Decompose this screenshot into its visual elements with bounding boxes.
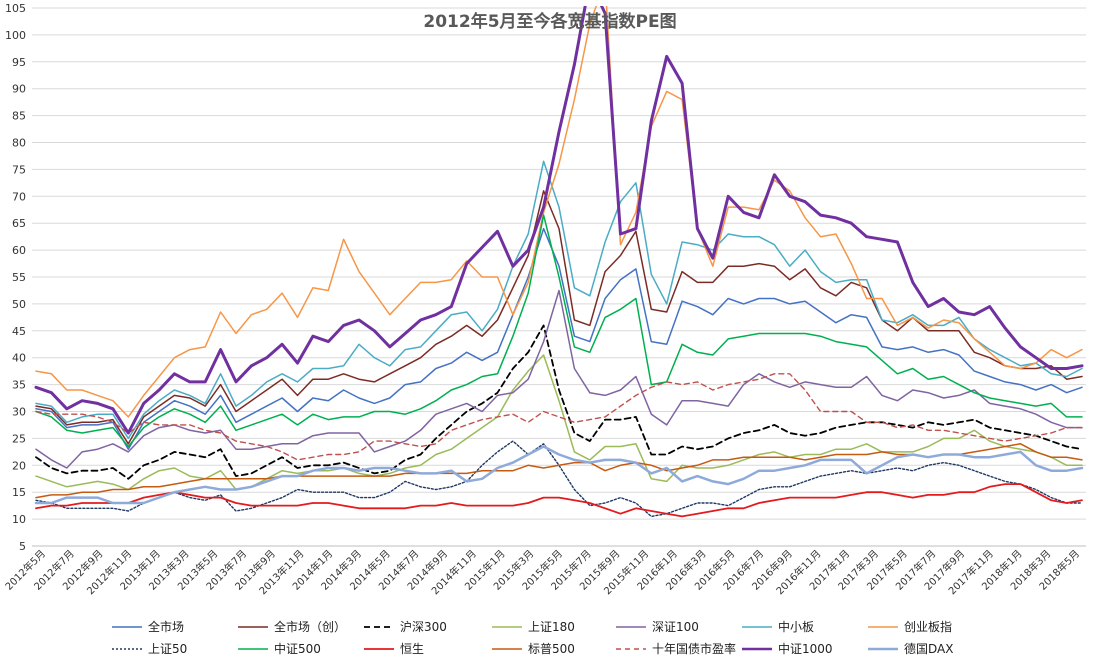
series-line-5 (35, 160, 1083, 440)
legend-label-5: 中小板 (778, 619, 814, 634)
legend-label-1: 全市场（创） (274, 619, 346, 634)
legend-label-12: 中证1000 (778, 641, 833, 656)
legend-label-11: 十年国债市盈率 (652, 641, 736, 656)
series-line-8 (35, 214, 1083, 448)
y-tick-label: 55 (12, 271, 26, 284)
y-tick-label: 60 (12, 244, 26, 257)
y-tick-label: 65 (12, 217, 26, 230)
chart-title: 2012年5月至今各宽基指数PE图 (423, 11, 676, 32)
y-tick-label: 35 (12, 379, 26, 392)
legend-label-8: 中证500 (274, 641, 321, 656)
series-line-9 (35, 483, 1083, 518)
legend-label-13: 德国DAX (904, 641, 953, 656)
y-tick-label: 70 (12, 190, 26, 203)
y-tick-label: 15 (12, 486, 26, 499)
series-line-0 (35, 227, 1083, 450)
series-line-3 (35, 354, 1083, 491)
legend-label-6: 创业板指 (904, 619, 952, 634)
legend-label-9: 恒生 (400, 642, 424, 656)
series-line-12 (34, 6, 1084, 435)
y-tick-label: 40 (12, 352, 26, 365)
series-line-1 (35, 190, 1083, 445)
y-tick-label: 95 (12, 56, 26, 69)
y-tick-label: 105 (5, 2, 26, 15)
y-tick-label: 30 (12, 406, 26, 419)
legend-label-7: 上证50 (148, 642, 187, 656)
legend-label-2: 沪深300 (400, 620, 447, 634)
y-tick-label: 85 (12, 110, 26, 123)
y-tick-label: 5 (19, 540, 26, 553)
legend-label-10: 标普500 (528, 642, 575, 656)
y-tick-label: 100 (5, 29, 26, 42)
y-tick-label: 45 (12, 325, 26, 338)
y-tick-label: 50 (12, 298, 26, 311)
y-tick-label: 75 (12, 163, 26, 176)
legend-label-3: 上证180 (528, 620, 575, 634)
y-tick-label: 90 (12, 83, 26, 96)
series-line-13 (34, 445, 1084, 505)
y-tick-label: 20 (12, 459, 26, 472)
y-tick-label: 25 (12, 432, 26, 445)
series-line-6 (35, 6, 1083, 418)
y-tick-label: 80 (12, 137, 26, 150)
series-line-2 (35, 324, 1083, 480)
series-line-4 (35, 289, 1083, 469)
legend-label-4: 深证100 (652, 620, 699, 634)
series-line-11 (35, 373, 1083, 461)
legend-label-0: 全市场 (148, 619, 184, 634)
y-tick-label: 10 (12, 513, 26, 526)
